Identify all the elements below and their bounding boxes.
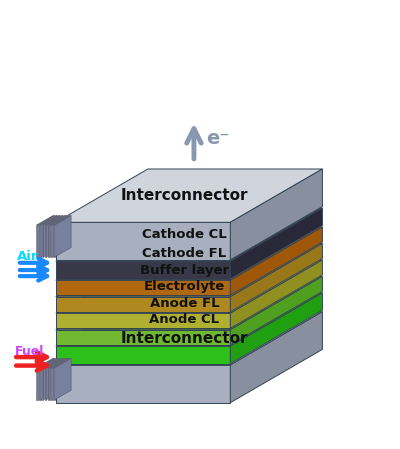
- Polygon shape: [50, 216, 68, 225]
- Polygon shape: [56, 280, 230, 295]
- Polygon shape: [53, 216, 71, 225]
- Polygon shape: [56, 277, 322, 330]
- Polygon shape: [36, 216, 54, 225]
- Polygon shape: [230, 260, 322, 328]
- Polygon shape: [56, 208, 322, 261]
- Polygon shape: [36, 368, 38, 400]
- Polygon shape: [50, 225, 52, 257]
- Polygon shape: [50, 368, 52, 400]
- Text: Air: Air: [17, 250, 39, 263]
- Text: Buffer layer: Buffer layer: [140, 264, 229, 277]
- Polygon shape: [56, 312, 322, 365]
- Polygon shape: [42, 225, 43, 257]
- Polygon shape: [230, 277, 322, 345]
- Polygon shape: [56, 346, 230, 364]
- Polygon shape: [46, 358, 63, 400]
- Polygon shape: [38, 216, 54, 257]
- Polygon shape: [43, 216, 60, 257]
- Text: Interconnector: Interconnector: [121, 331, 248, 346]
- Polygon shape: [48, 368, 49, 400]
- Polygon shape: [39, 225, 40, 257]
- Polygon shape: [56, 222, 230, 260]
- Polygon shape: [52, 216, 68, 257]
- Polygon shape: [56, 313, 230, 328]
- Text: Interconnector: Interconnector: [121, 188, 248, 203]
- Polygon shape: [49, 358, 66, 400]
- Text: Anode FL: Anode FL: [150, 296, 219, 309]
- Polygon shape: [42, 216, 60, 225]
- Text: Cathode FL: Cathode FL: [142, 247, 227, 260]
- Polygon shape: [54, 358, 71, 400]
- Polygon shape: [56, 293, 322, 346]
- Polygon shape: [40, 358, 57, 400]
- Polygon shape: [45, 216, 63, 225]
- Polygon shape: [56, 261, 230, 279]
- Polygon shape: [56, 365, 230, 403]
- Polygon shape: [56, 169, 322, 222]
- Polygon shape: [39, 358, 57, 368]
- Polygon shape: [53, 368, 54, 400]
- Polygon shape: [56, 260, 322, 313]
- Polygon shape: [49, 216, 66, 257]
- Polygon shape: [230, 227, 322, 295]
- Polygon shape: [45, 358, 63, 368]
- Polygon shape: [230, 208, 322, 279]
- Polygon shape: [230, 293, 322, 364]
- Polygon shape: [56, 297, 230, 312]
- Polygon shape: [40, 216, 57, 257]
- Polygon shape: [42, 368, 43, 400]
- Polygon shape: [56, 243, 322, 297]
- Text: e⁻: e⁻: [206, 129, 230, 148]
- Polygon shape: [53, 358, 71, 368]
- Polygon shape: [230, 169, 322, 260]
- Polygon shape: [42, 358, 60, 368]
- Polygon shape: [36, 225, 38, 257]
- Polygon shape: [45, 368, 46, 400]
- Text: Cathode CL: Cathode CL: [142, 228, 227, 241]
- Polygon shape: [53, 225, 54, 257]
- Polygon shape: [56, 330, 230, 345]
- Polygon shape: [230, 243, 322, 312]
- Polygon shape: [56, 227, 322, 280]
- Polygon shape: [39, 368, 40, 400]
- Polygon shape: [39, 216, 57, 225]
- Text: Fuel: Fuel: [14, 344, 44, 357]
- Text: Anode CL: Anode CL: [150, 313, 220, 326]
- Polygon shape: [45, 225, 46, 257]
- Polygon shape: [50, 358, 68, 368]
- Polygon shape: [230, 312, 322, 403]
- Polygon shape: [48, 216, 66, 225]
- Polygon shape: [48, 225, 49, 257]
- Polygon shape: [46, 216, 63, 257]
- Polygon shape: [43, 358, 60, 400]
- Polygon shape: [54, 216, 71, 257]
- Polygon shape: [36, 358, 54, 368]
- Polygon shape: [38, 358, 54, 400]
- Text: Electrolyte: Electrolyte: [144, 280, 225, 293]
- Polygon shape: [48, 358, 66, 368]
- Polygon shape: [52, 358, 68, 400]
